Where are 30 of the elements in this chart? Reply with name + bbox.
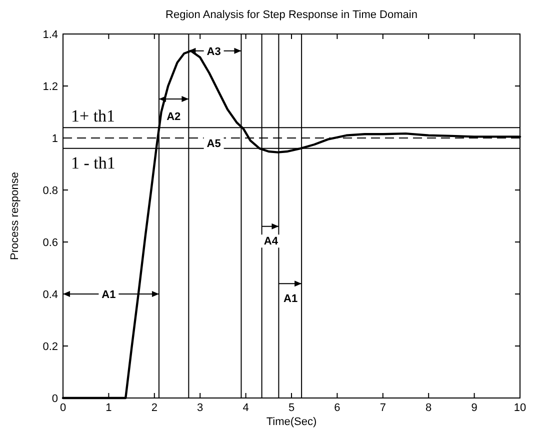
y-tick-label: 0.6	[42, 237, 58, 249]
annotation: A4	[264, 236, 279, 248]
x-tick-label: 6	[334, 402, 340, 414]
annotation: A1	[102, 289, 116, 301]
y-tick-label: 0.4	[42, 289, 58, 301]
y-axis-title: Process response	[9, 172, 21, 260]
annotation: A2	[166, 110, 181, 123]
x-tick-label: 0	[60, 402, 66, 414]
y-tick-label: 1	[52, 133, 58, 145]
y-tick-label: 0	[52, 393, 58, 405]
y-tick-label: 0.8	[42, 185, 58, 197]
x-tick-label: 10	[514, 402, 526, 414]
x-tick-label: 2	[151, 402, 158, 414]
x-tick-label: 5	[288, 402, 295, 414]
x-axis-title: Time(Sec)	[266, 416, 317, 428]
annotation: A1	[284, 292, 298, 305]
x-tick-label: 1	[106, 402, 112, 414]
x-tick-label: 8	[426, 402, 432, 414]
x-tick-label: 7	[380, 402, 386, 414]
y-tick-label: 1.2	[42, 81, 58, 93]
annotation: A3	[206, 46, 221, 58]
ref-line-label: 1 - th1	[71, 153, 116, 172]
annotation: A5	[206, 138, 221, 150]
x-tick-label: 9	[471, 402, 478, 414]
y-tick-label: 1.4	[42, 29, 58, 41]
x-tick-label: 3	[197, 402, 204, 414]
y-tick-label: 0.2	[42, 341, 58, 353]
x-tick-label: 4	[242, 402, 249, 414]
chart-title: Region Analysis for Step Response in Time Domain	[166, 9, 418, 21]
ref-line-label: 1+ th1	[71, 106, 116, 126]
